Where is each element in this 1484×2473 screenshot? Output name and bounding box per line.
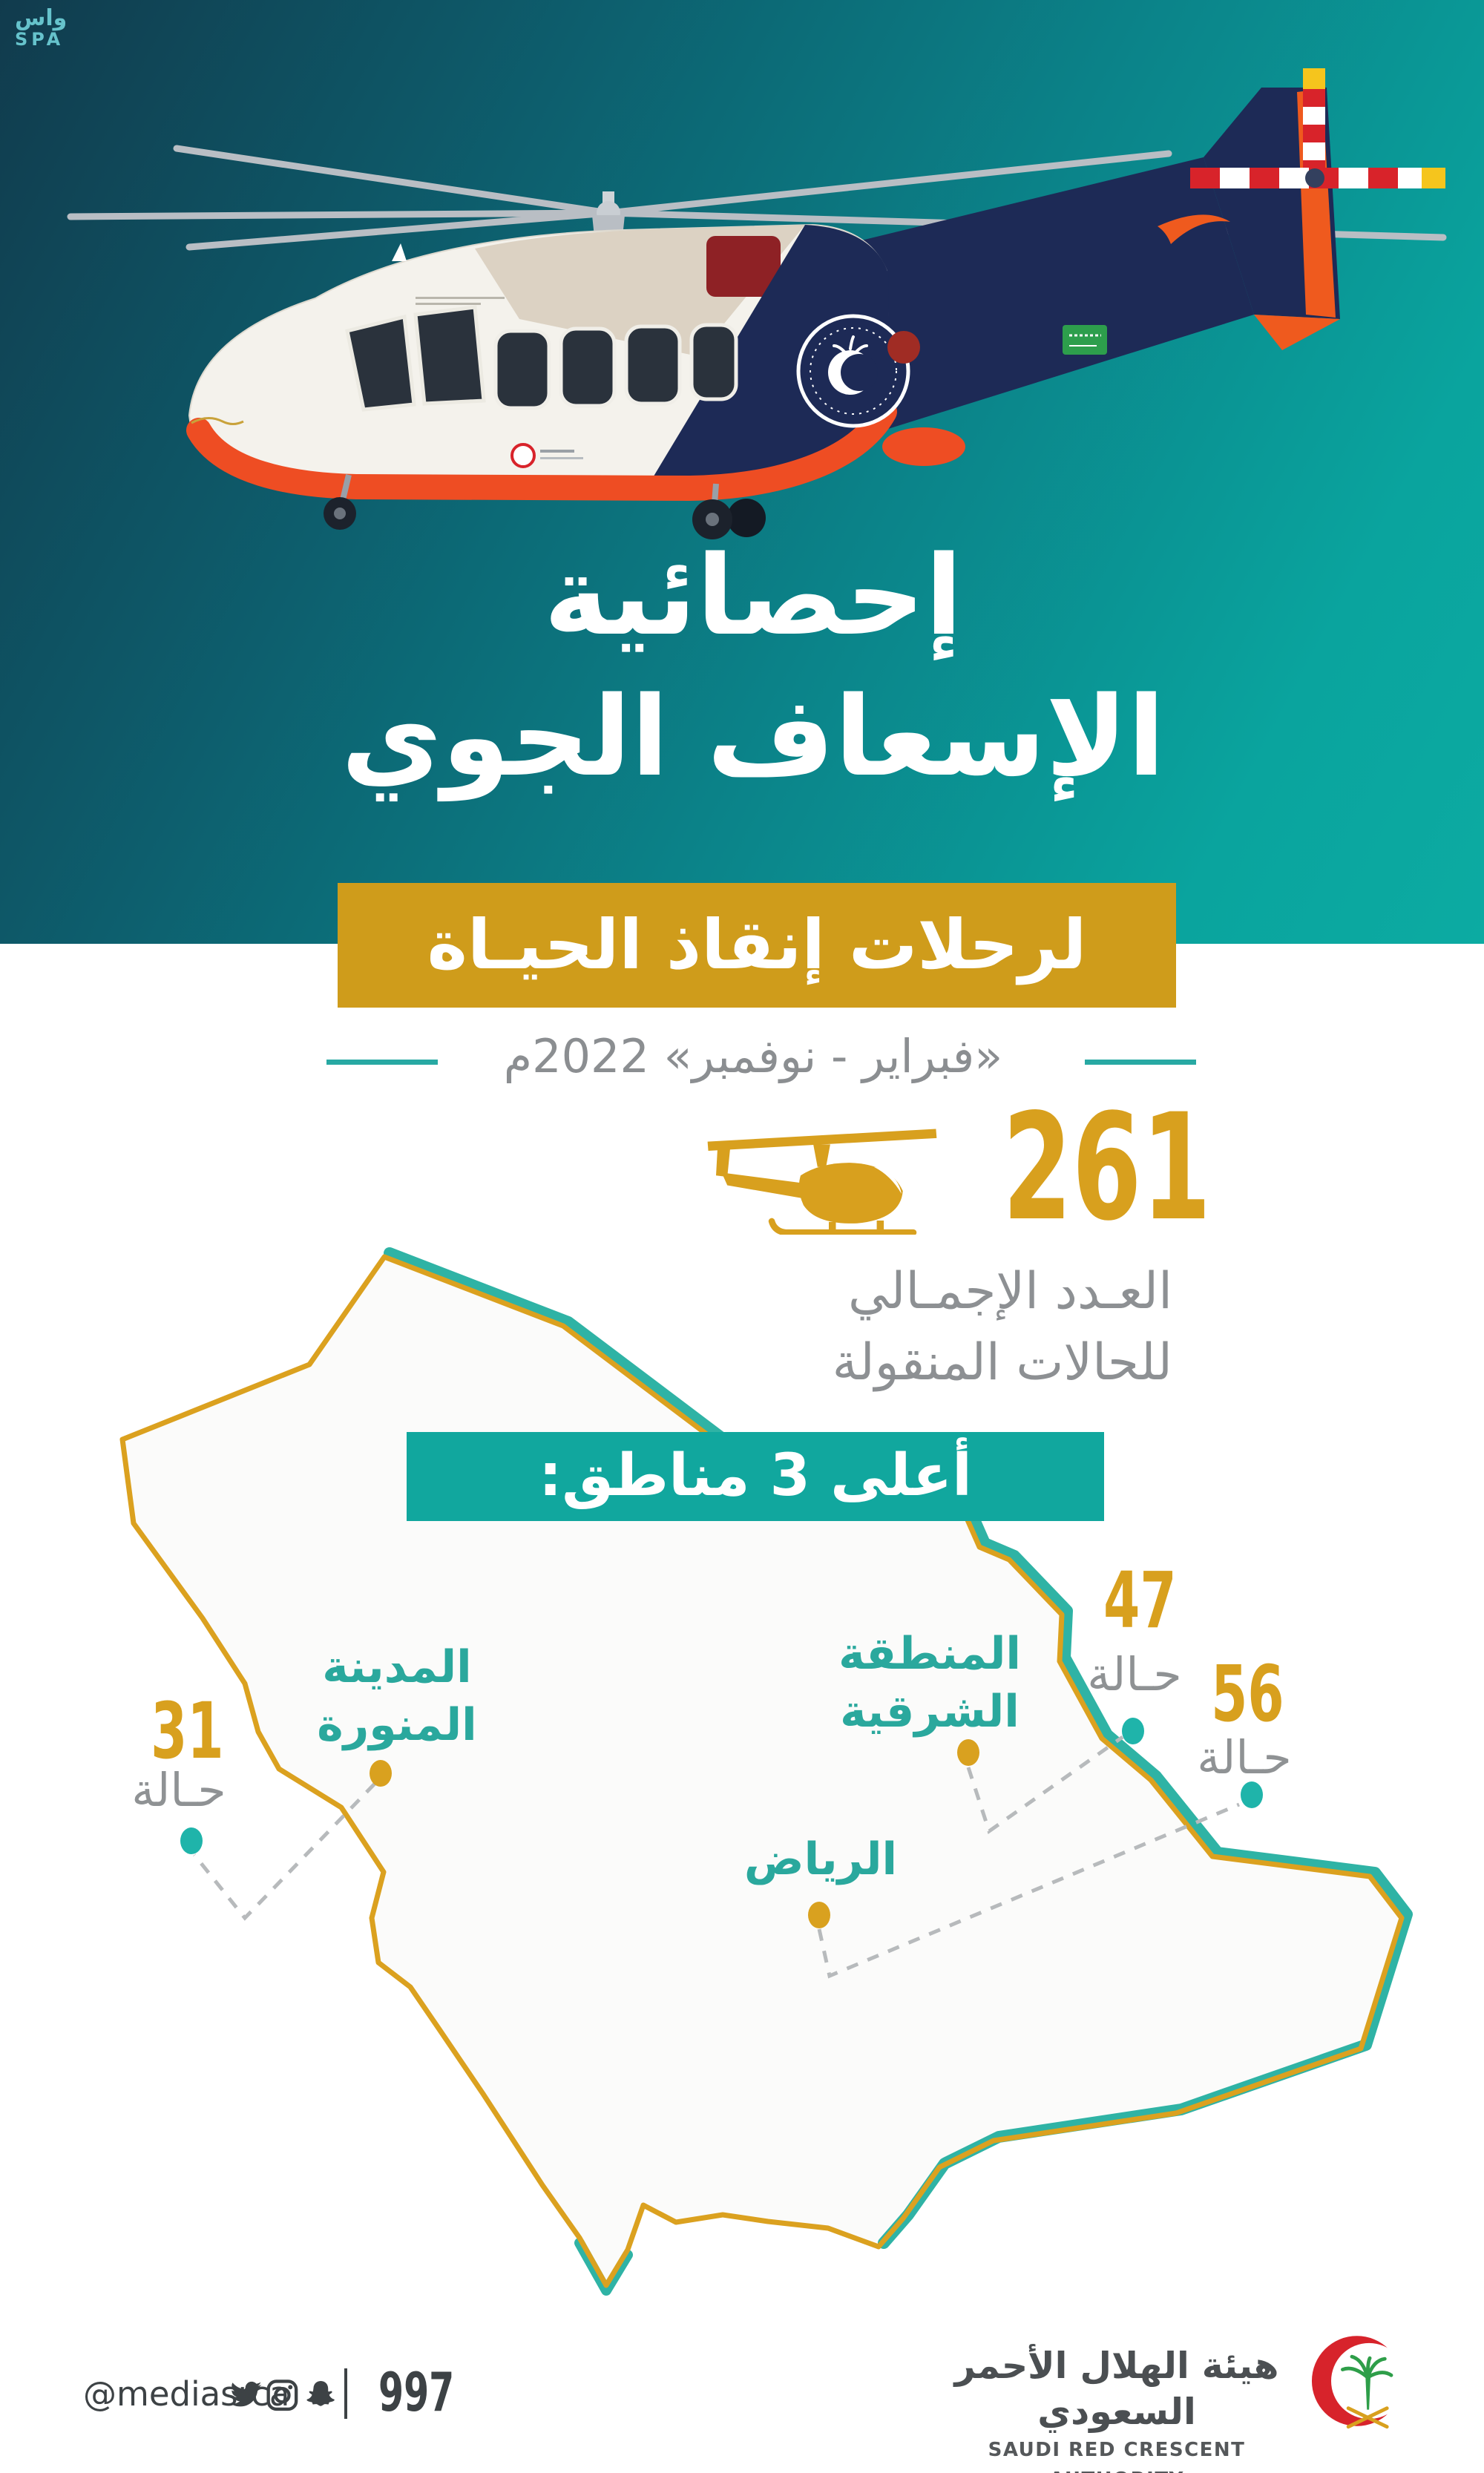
tail-boom [812,157,1254,436]
region-label-riyadh: الرياض [672,1830,969,1888]
total-label-line2: للحالات المنقولة [832,1333,1172,1392]
region-label-madinah-line1: المدينة [322,1641,472,1693]
emergency-number-text: 997 [378,2361,455,2423]
landing-gear [324,474,766,539]
connector-riyadh [817,1802,1240,1979]
region-value-madinah: 31 [113,1690,261,1772]
small-srca-mark [191,297,583,468]
srca-crescent-icon [1311,2336,1408,2429]
region-label-eastern-line1: المنطقة [838,1628,1021,1680]
twitter-icon [230,2381,262,2407]
crossed-swords [1346,2406,1389,2429]
helicopter-image [67,68,1447,539]
spa-logo: واس SPA [15,5,104,50]
marker-eastern [957,1739,979,1766]
marker-riyadh [808,1902,830,1928]
instagram-icon [266,2380,298,2411]
region-value-riyadh: 56 [1173,1653,1322,1735]
value-dot-eastern [1122,1718,1144,1744]
region-unit-madinah: حـالة [131,1763,226,1817]
spa-logo-latin: SPA [15,29,65,50]
connector-eastern [966,1735,1124,1834]
footer-divider [344,2368,347,2419]
spa-logo-arabic: واس [15,5,68,31]
tail-rotor-hub [1305,168,1324,188]
helicopter-icon [707,1129,937,1235]
value-dot-madinah [180,1827,203,1854]
page-title-line1: إحصائية [543,532,963,660]
boom-orange-swoosh [1158,214,1230,244]
belly-red-stripe [186,399,897,502]
srca-roundel [796,314,910,428]
total-value-number: 261 [1002,1082,1212,1253]
region-label-eastern-line2: الشرقية [840,1686,1020,1738]
total-label: العـدد الإجمـالي للحالات المنقولة [653,1256,1172,1399]
marker-madinah [370,1760,392,1787]
period-label: «فبراير - نوفمبر» 2022م [503,1029,1003,1083]
org-name-arabic: هيئة الهلال الأحمر السعودي [954,2345,1279,2433]
region-value-eastern-number: 47 [1103,1555,1177,1646]
connector-madinah [193,1782,376,1921]
total-value: 261 [953,1089,1211,1247]
top-regions-banner: أعلى 3 مناطق: [407,1432,1104,1521]
region-value-riyadh-number: 56 [1210,1649,1284,1739]
period-dash-left [326,1060,438,1065]
region-label-madinah: المدينة المنورة [249,1638,545,1754]
total-label-line1: العـدد الإجمـالي [848,1262,1172,1321]
cabin-windows [493,323,738,410]
emergency-number: 997 [361,2364,457,2420]
period-dash-right [1085,1060,1196,1065]
value-dot-riyadh [1241,1781,1263,1808]
social-icons [230,2380,335,2411]
region-label-madinah-line2: المنورة [317,1699,477,1751]
region-unit-riyadh: حـالة [1197,1730,1292,1784]
snapchat-icon [306,2381,335,2406]
region-unit-eastern: حـالة [1087,1647,1182,1701]
org-name: هيئة الهلال الأحمر السعودي SAUDI RED CRE… [942,2343,1291,2473]
subtitle-banner: لرحلات إنقاذ الحيـاة [338,883,1176,1008]
org-name-english: SAUDI RED CRESCENT AUTHORITY [988,2439,1246,2473]
engine-intake [706,236,781,297]
region-value-madinah-number: 31 [150,1686,224,1776]
region-value-eastern: 47 [1066,1560,1214,1641]
red-marking [887,331,920,364]
roof-antenna [392,243,407,261]
region-label-eastern: المنطقة الشرقية [781,1625,1078,1741]
saudi-flag [1063,325,1107,355]
cockpit-windows [345,305,486,412]
page-title-line2: الإسعاف الجوي [341,673,1166,801]
palm-tree [1341,2354,1393,2410]
tail-orange-wedge [1254,315,1340,350]
region-label-riyadh-line1: الرياض [743,1833,898,1885]
sponson [882,427,965,466]
page-title: إحصائية الإسعاف الجوي [223,525,1284,807]
